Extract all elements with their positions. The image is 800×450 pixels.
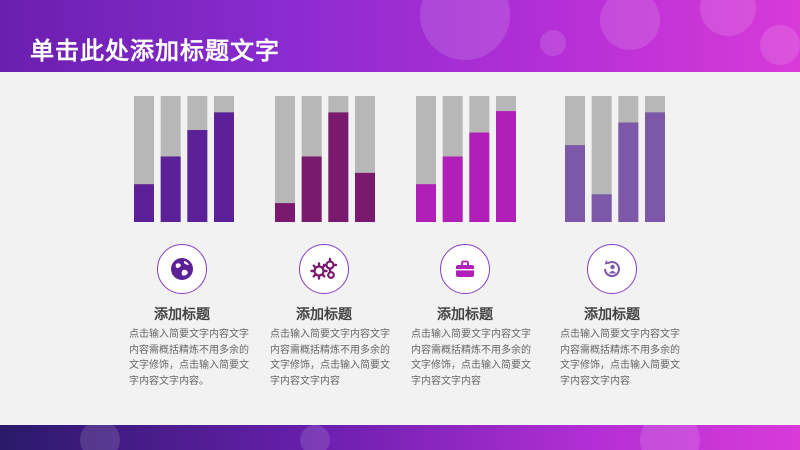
bar — [328, 112, 349, 222]
globe-icon — [171, 258, 193, 280]
bar — [591, 194, 612, 222]
footer-band — [0, 425, 800, 450]
bar — [469, 132, 490, 222]
bar — [618, 122, 639, 222]
bar — [301, 156, 322, 222]
bokeh-decoration — [420, 0, 510, 60]
bar — [496, 111, 516, 222]
refresh-person-icon — [603, 260, 620, 278]
bar — [275, 203, 295, 222]
column-title-1[interactable]: 添加标题 — [154, 307, 210, 323]
column-description-3[interactable]: 点击输入简要文字内容文字内容需概括精炼不用多余的文字修饰，点击输入简要文字内容文… — [411, 329, 531, 387]
bar — [134, 184, 154, 222]
bar-track — [591, 96, 612, 222]
bar — [565, 145, 585, 222]
header-band — [0, 0, 800, 72]
bar — [187, 130, 208, 222]
bar — [355, 172, 375, 222]
column-title-3[interactable]: 添加标题 — [437, 307, 493, 323]
bar-track — [275, 96, 295, 222]
icon-badge-3[interactable] — [440, 244, 490, 294]
bar — [645, 112, 665, 222]
bokeh-decoration — [300, 425, 330, 450]
bar-chart-svg — [275, 96, 375, 222]
column-description-4[interactable]: 点击输入简要文字内容文字内容需概括精炼不用多余的文字修饰，点击输入简要文字内容文… — [560, 329, 680, 387]
bar-chart-1 — [134, 96, 234, 222]
bar — [160, 156, 181, 222]
bar — [416, 184, 436, 222]
bar — [214, 112, 234, 222]
bar-chart-4 — [565, 96, 665, 222]
bar-chart-svg — [565, 96, 665, 222]
bar — [442, 156, 463, 222]
bar-chart-3 — [416, 96, 516, 222]
column-description-2[interactable]: 点击输入简要文字内容文字内容需概括精炼不用多余的文字修饰，点击输入简要文字内容文… — [270, 329, 390, 387]
bokeh-decoration — [640, 425, 700, 450]
bokeh-decoration — [760, 25, 800, 65]
bar-chart-2 — [275, 96, 375, 222]
column-description-1[interactable]: 点击输入简要文字内容文字内容需概括精炼不用多余的文字修饰，点击输入简要文字内容文… — [129, 329, 249, 387]
bar-chart-svg — [416, 96, 516, 222]
bokeh-decoration — [80, 425, 120, 450]
icon-badge-1[interactable] — [157, 244, 207, 294]
page-title[interactable]: 单击此处添加标题文字 — [30, 37, 280, 65]
bokeh-decoration — [540, 30, 566, 56]
bar-chart-svg — [134, 96, 234, 222]
gears-icon — [310, 257, 338, 280]
icon-badge-2[interactable] — [299, 244, 349, 294]
bokeh-decoration — [600, 0, 660, 50]
column-title-4[interactable]: 添加标题 — [584, 307, 640, 323]
briefcase-icon — [456, 260, 474, 277]
column-title-2[interactable]: 添加标题 — [296, 307, 352, 323]
bokeh-decoration — [700, 0, 756, 36]
icon-badge-4[interactable] — [587, 244, 637, 294]
